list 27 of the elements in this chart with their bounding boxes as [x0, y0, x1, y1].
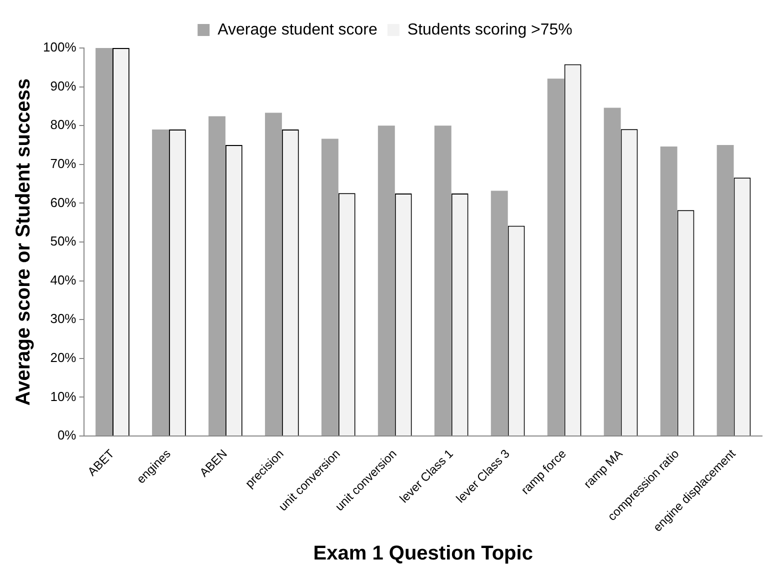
x-axis-title: Exam 1 Question Topic — [313, 542, 533, 565]
bar — [321, 138, 338, 436]
bar — [660, 146, 678, 436]
bar — [716, 144, 734, 436]
y-tick-label: 50% — [50, 234, 77, 249]
bar — [378, 126, 395, 436]
legend-label: Average student score — [218, 21, 378, 38]
y-axis-title: Average score or Student success — [12, 78, 35, 406]
bar — [264, 112, 282, 436]
bar — [434, 126, 452, 436]
bar — [96, 48, 112, 436]
y-tick-label: 70% — [50, 156, 77, 171]
legend-label: Students scoring >75% — [407, 21, 572, 38]
y-tick-label: 0% — [57, 428, 77, 443]
y-tick-label: 90% — [50, 78, 77, 94]
y-tick-label: 100% — [43, 40, 77, 55]
bar — [547, 78, 564, 436]
y-tick-label: 40% — [50, 272, 77, 288]
bar — [208, 116, 226, 436]
bar — [490, 190, 508, 436]
y-tick-label: 80% — [50, 117, 77, 132]
y-tick-label: 20% — [50, 350, 77, 365]
y-tick-label: 10% — [50, 388, 77, 404]
bar — [152, 129, 169, 436]
y-tick-label: 30% — [50, 311, 77, 326]
y-tick-label: 60% — [50, 194, 77, 210]
bar — [604, 108, 621, 436]
